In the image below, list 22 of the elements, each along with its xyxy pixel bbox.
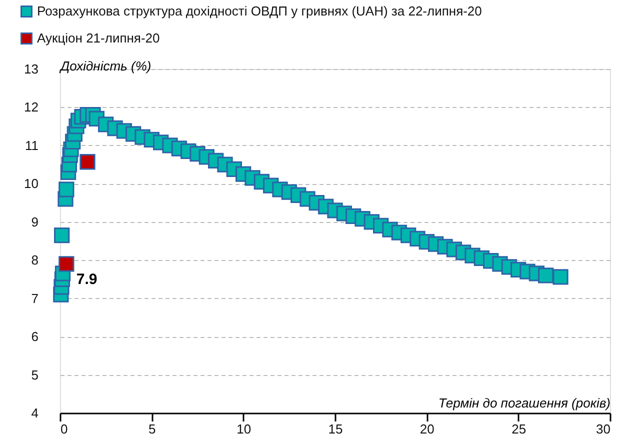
y-axis-title: Дохідність (%) — [58, 58, 152, 74]
y-tick-label: 7 — [31, 290, 38, 306]
x-tick-label: 5 — [148, 422, 156, 436]
y-tick-label: 12 — [24, 100, 38, 115]
x-tick-label: 25 — [512, 422, 526, 436]
y-tick-label: 8 — [31, 252, 38, 268]
y-tick-label: 11 — [25, 138, 38, 153]
x-tick-label: 20 — [420, 422, 434, 436]
legend-label: Розрахункова структура дохідності ОВДП у гривнях (UAH) за 22-липня-20 — [37, 4, 482, 18]
data-label: 7.9 — [76, 270, 98, 288]
y-tick-label: 9 — [31, 214, 38, 230]
y-tick-label: 10 — [24, 176, 38, 192]
y-tick-label: 4 — [31, 406, 38, 420]
x-axis-title: Термін до погашення (років) — [438, 396, 610, 410]
x-tick-label: 15 — [328, 422, 343, 436]
x-tick-label: 30 — [596, 422, 610, 436]
x-tick-label: 0 — [60, 422, 68, 436]
y-tick-label: 5 — [31, 367, 38, 382]
y-tick-label: 6 — [31, 329, 38, 344]
legend-label: Аукціон 21-липня-20 — [37, 30, 160, 46]
y-tick-label: 13 — [24, 62, 38, 76]
x-tick-label: 10 — [236, 422, 252, 436]
